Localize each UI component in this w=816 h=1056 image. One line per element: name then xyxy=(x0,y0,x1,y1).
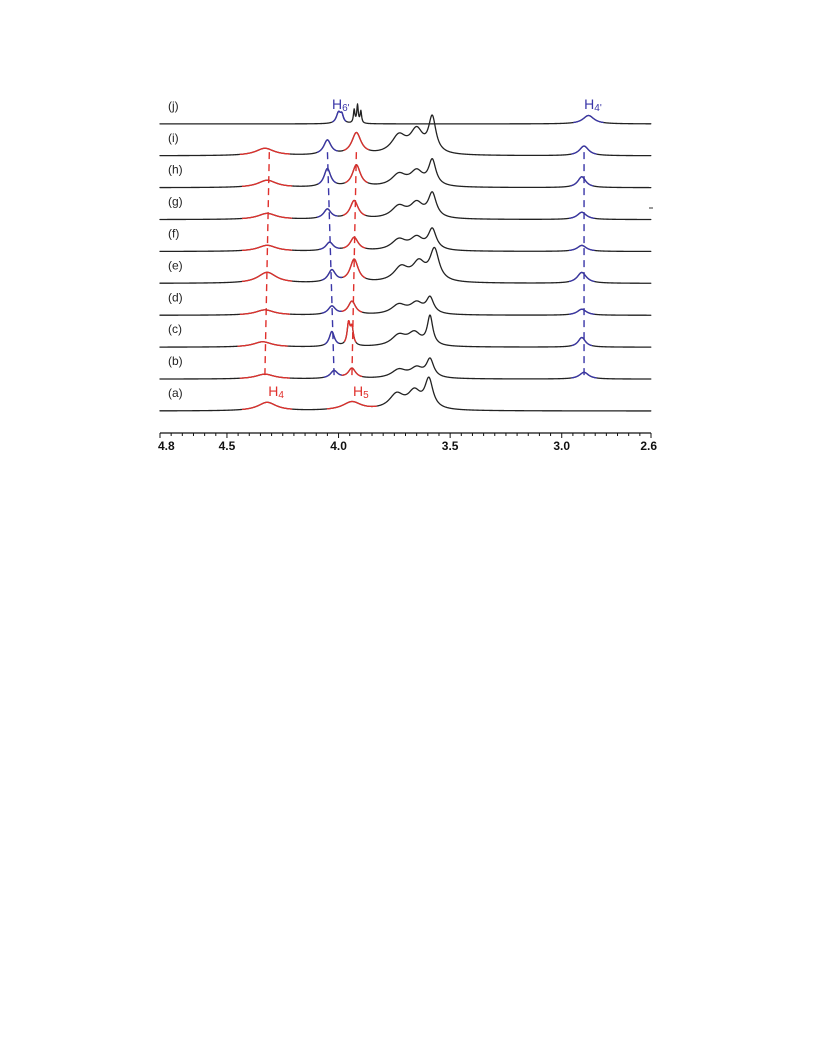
spectrum-i xyxy=(159,114,652,157)
peak-label-H4prime: H4' xyxy=(584,96,602,114)
peak-blue-1 xyxy=(319,241,341,250)
peak-blue-1 xyxy=(321,305,343,314)
peak-blue-7 xyxy=(571,336,593,347)
peak-red-2 xyxy=(343,131,370,151)
peak-red-2 xyxy=(341,367,363,378)
trace-label-i: (i) xyxy=(168,131,179,145)
peak-blue-1 xyxy=(316,139,338,153)
x-tick-label: 4.8 xyxy=(158,439,175,453)
peak-label-H6prime: H6' xyxy=(332,96,350,114)
spectrum-g xyxy=(159,191,652,221)
peak-blue-6 xyxy=(568,271,595,283)
guide-line-blue-2 xyxy=(326,149,335,376)
spectrum-a xyxy=(159,376,652,412)
peak-red-0 xyxy=(241,212,293,220)
peak-blue-1 xyxy=(316,208,338,218)
peak-blue-1 xyxy=(324,330,340,345)
spectrum-f xyxy=(159,227,652,253)
peak-red-2 xyxy=(342,236,366,249)
peak-red-2 xyxy=(341,300,363,313)
peak-red-2 xyxy=(342,258,366,279)
peak-red-2 xyxy=(344,164,368,184)
trace-labels: (a) (b) (c) (d) (e) (f) (g) (h) (i) (j) xyxy=(168,99,183,400)
peak-blue-6 xyxy=(571,145,597,155)
peak-blue-6 xyxy=(568,308,595,315)
peak-label-H5: H5 xyxy=(353,383,369,401)
peak-blue-1 xyxy=(317,167,337,185)
peak-blue-1 xyxy=(337,110,347,122)
peak-blue-6 xyxy=(568,244,595,252)
trace-label-b: (b) xyxy=(168,354,183,368)
spectrum-d xyxy=(159,295,652,316)
trace-line xyxy=(159,246,652,284)
peak-red-0 xyxy=(239,147,291,156)
spectrum-traces xyxy=(159,103,652,412)
peak-blue-6 xyxy=(571,371,597,379)
spectrum-e xyxy=(159,246,652,284)
peak-red-3 xyxy=(347,319,357,343)
peak-annotations: H4 H5 H6' H4' xyxy=(268,96,602,401)
spectrum-b xyxy=(159,357,652,380)
peak-red-1 xyxy=(326,400,378,410)
trace-label-j: (j) xyxy=(168,99,179,113)
peak-red-0 xyxy=(239,309,291,315)
x-tick-label: 4.5 xyxy=(219,439,236,453)
peak-red-0 xyxy=(241,179,293,187)
spectrum-j xyxy=(159,103,652,125)
trace-label-g: (g) xyxy=(168,195,183,209)
guide-line-red-1 xyxy=(351,149,358,376)
peak-red-0 xyxy=(241,244,293,251)
spectrum-h xyxy=(159,157,652,189)
trace-label-e: (e) xyxy=(168,258,183,272)
x-tick-label: 4.0 xyxy=(330,439,347,453)
peak-red-2 xyxy=(342,199,366,216)
x-tick-label: 2.6 xyxy=(640,439,657,453)
x-axis: 4.8 4.5 4.0 3.5 3.0 2.6 xyxy=(158,432,657,453)
peak-blue-1 xyxy=(321,268,343,281)
trace-label-c: (c) xyxy=(168,322,182,336)
peak-blue-5 xyxy=(573,114,604,124)
x-tick-label: 3.5 xyxy=(442,439,459,453)
guide-line-red-0 xyxy=(264,149,271,376)
trace-label-d: (d) xyxy=(168,290,183,304)
trace-label-a: (a) xyxy=(168,386,183,400)
trace-line xyxy=(159,157,652,189)
peak-blue-6 xyxy=(570,176,594,187)
peak-red-0 xyxy=(237,341,288,347)
peak-label-H4: H4 xyxy=(268,383,284,401)
trace-line xyxy=(159,103,652,125)
peak-red-0 xyxy=(241,271,293,283)
guide-lines xyxy=(264,149,585,376)
peak-red-0 xyxy=(239,373,291,379)
trace-label-f: (f) xyxy=(168,227,179,241)
trace-line xyxy=(159,376,652,412)
trace-label-h: (h) xyxy=(168,163,183,177)
spectrum-c xyxy=(159,314,652,348)
x-tick-label: 3.0 xyxy=(553,439,570,453)
peak-blue-6 xyxy=(568,211,595,219)
peak-red-0 xyxy=(241,401,293,411)
peak-blue-1 xyxy=(323,369,345,378)
